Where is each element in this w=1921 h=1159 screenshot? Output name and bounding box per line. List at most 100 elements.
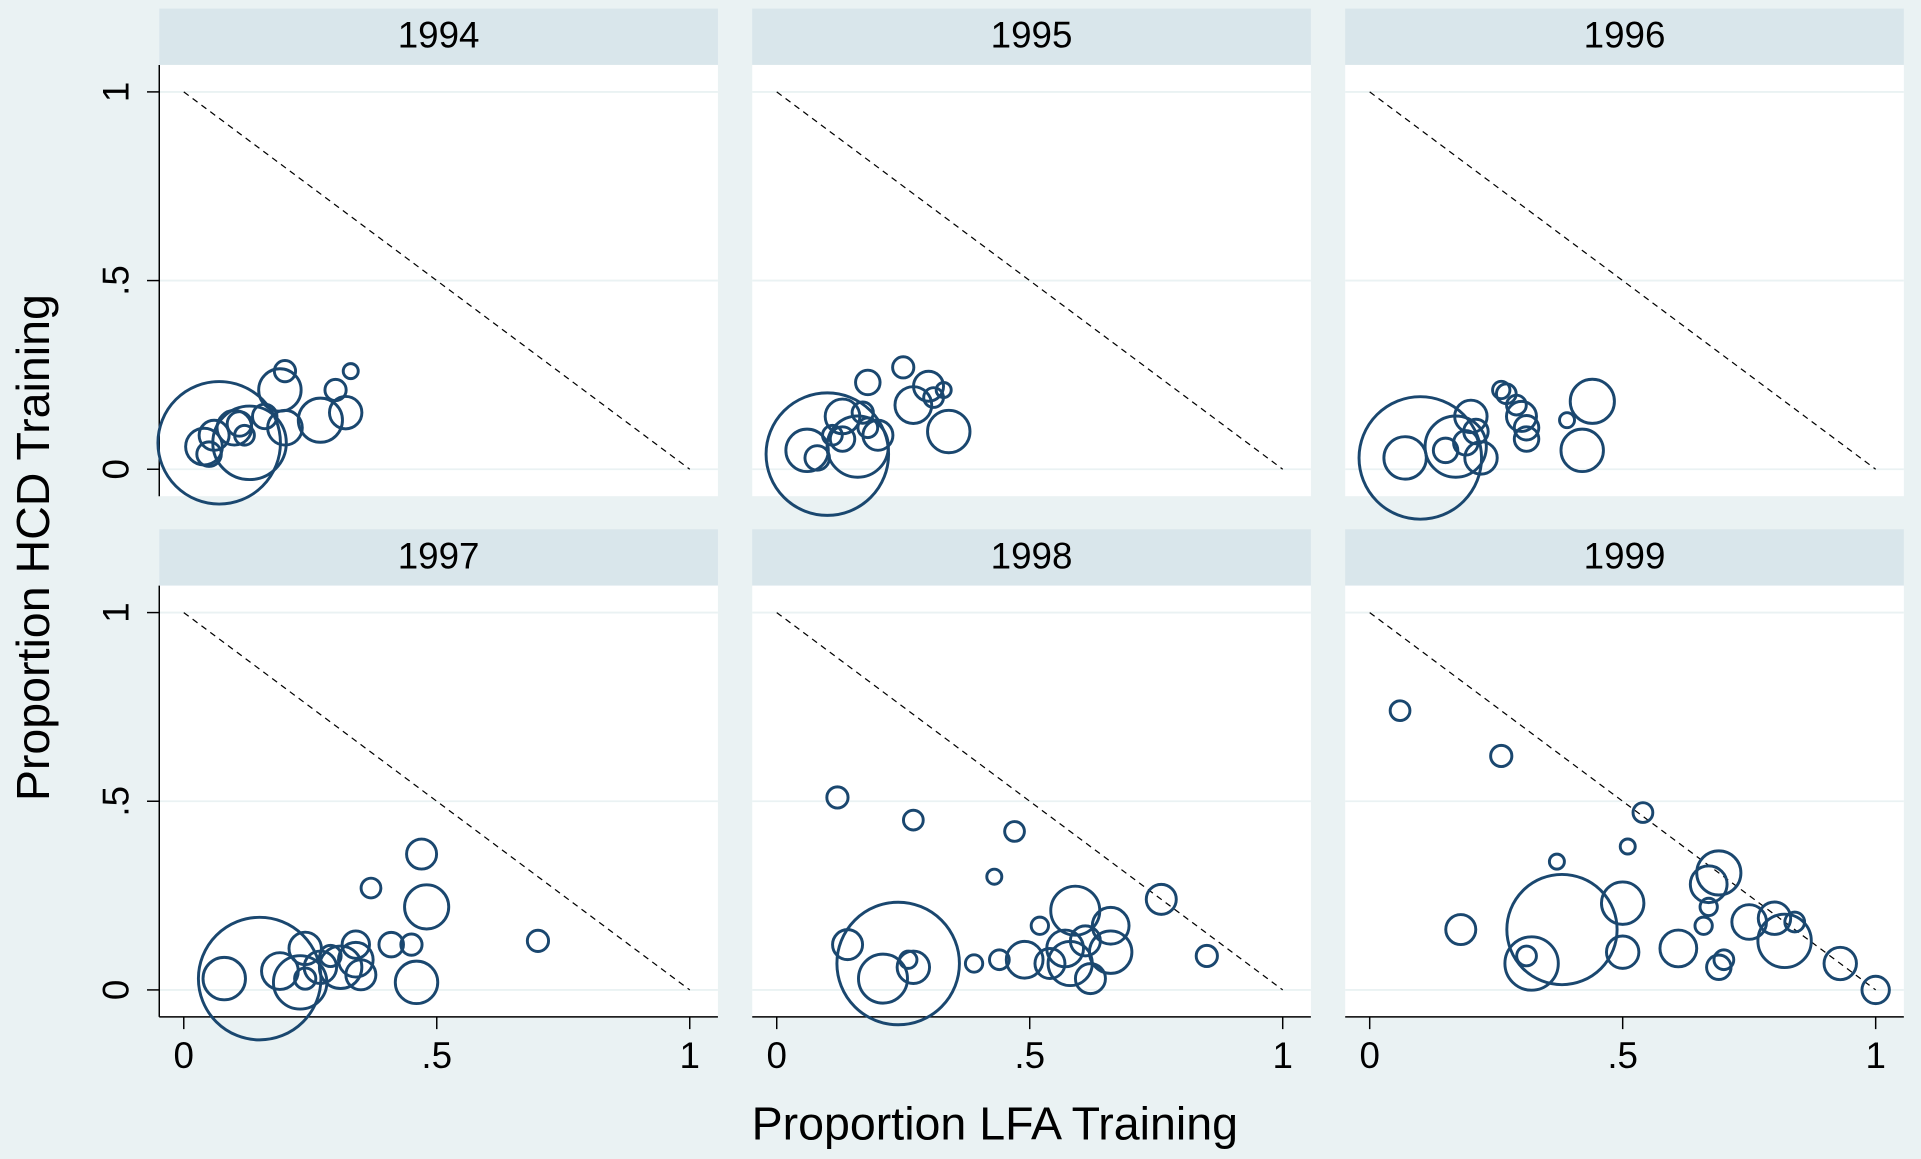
bubble: [1068, 924, 1102, 958]
bubble: [1029, 915, 1050, 936]
x-tick-label: .5: [1014, 1035, 1045, 1076]
bubble: [1388, 699, 1412, 723]
bubble: [399, 932, 424, 957]
y-tick-label: 0: [96, 459, 137, 479]
bubble: [825, 785, 850, 810]
bubble: [1444, 913, 1478, 947]
bubble: [201, 955, 247, 1002]
x-axis-title: Proportion LFA Training: [752, 1097, 1238, 1149]
x-tick-label: 0: [174, 1035, 194, 1076]
bubble: [1822, 945, 1858, 982]
bubble: [197, 418, 231, 452]
bubble: [1512, 425, 1541, 453]
bubble: [1693, 915, 1714, 936]
bubble: [1756, 912, 1813, 970]
bubble: [1712, 948, 1736, 972]
bubble: [359, 876, 383, 900]
bubble: [1503, 935, 1560, 992]
bubble: [156, 380, 282, 506]
bubble: [337, 940, 375, 979]
bubble: [1144, 882, 1178, 916]
bubble: [1463, 440, 1499, 476]
facet-title: 1998: [991, 535, 1073, 576]
facet-header: [1345, 529, 1904, 586]
facet-title: 1999: [1584, 535, 1666, 576]
bubble: [1559, 427, 1605, 474]
bubble: [1357, 395, 1484, 521]
bubble: [317, 944, 364, 990]
bubble: [1073, 962, 1107, 996]
bubble: [344, 958, 378, 992]
x-tick-label: .5: [1607, 1035, 1638, 1076]
bubble: [831, 928, 865, 962]
reference-line: [1369, 612, 1877, 991]
y-tick-label: 1: [96, 602, 137, 622]
bubble: [891, 355, 916, 380]
bubble: [821, 423, 844, 447]
bubble: [1003, 820, 1026, 843]
x-tick-label: 1: [1272, 1035, 1292, 1076]
bubble: [1505, 393, 1528, 417]
bubble: [1033, 947, 1067, 980]
bubble: [1658, 928, 1699, 969]
bubble: [233, 423, 256, 447]
bubble: [1698, 896, 1719, 918]
bubble: [1558, 411, 1576, 430]
bubble: [341, 362, 360, 381]
bubble: [1090, 905, 1131, 946]
bubble: [1631, 801, 1655, 824]
reference-line: [1369, 91, 1877, 470]
bubble: [893, 385, 934, 425]
x-tick-label: 0: [1359, 1035, 1379, 1076]
bubble: [296, 396, 344, 444]
x-tick-label: 1: [680, 1035, 700, 1076]
reference-line: [183, 612, 691, 991]
bubble: [318, 943, 343, 969]
bubble: [828, 425, 857, 453]
facet-header: [159, 529, 718, 586]
bubble: [403, 883, 451, 931]
bubble: [272, 359, 298, 384]
bubble: [196, 915, 323, 1042]
bubble: [898, 949, 919, 970]
bubble: [1688, 864, 1729, 905]
bubble: [328, 394, 364, 431]
bubble: [854, 368, 882, 397]
bubble: [1505, 872, 1619, 987]
bubble: [293, 966, 318, 991]
bubble: [1045, 928, 1085, 969]
y-tick-label: 0: [96, 980, 137, 1000]
bubble: [988, 948, 1011, 972]
bubble: [1505, 399, 1538, 433]
bubble: [1599, 880, 1646, 926]
x-tick-label: .5: [421, 1035, 452, 1076]
y-tick-label: 1: [96, 82, 137, 102]
bubble: [525, 928, 551, 953]
reference-line: [776, 91, 1284, 470]
bubble: [1860, 974, 1891, 1006]
facet-title: 1997: [398, 535, 480, 576]
y-tick-label: .5: [96, 786, 137, 817]
bubble: [803, 444, 831, 472]
bubble: [1756, 900, 1793, 936]
bubble: [1605, 934, 1641, 970]
facet-header: [752, 529, 1311, 586]
bubble: [405, 837, 439, 871]
bubble: [1512, 414, 1541, 442]
bubble: [922, 386, 945, 409]
bubble: [985, 867, 1004, 886]
bubble: [251, 402, 279, 431]
facet-header: [752, 8, 1311, 65]
bubble: [1568, 377, 1616, 425]
bubble: [1515, 944, 1538, 968]
bubble: [1705, 953, 1733, 981]
bubble: [1087, 929, 1134, 975]
bubble: [195, 440, 223, 468]
bubble: [963, 953, 985, 974]
bubble: [271, 954, 329, 1011]
facet-header: [159, 8, 718, 65]
y-tick-label: .5: [96, 265, 137, 296]
bubble: [225, 410, 254, 438]
bubble: [856, 416, 880, 440]
